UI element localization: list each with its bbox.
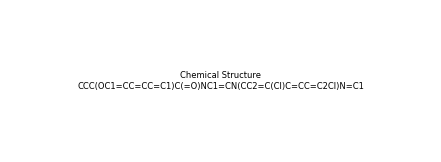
Text: Chemical Structure
CCC(OC1=CC=CC=C1)C(=O)NC1=CN(CC2=C(Cl)C=CC=C2Cl)N=C1: Chemical Structure CCC(OC1=CC=CC=C1)C(=O…: [77, 71, 364, 91]
